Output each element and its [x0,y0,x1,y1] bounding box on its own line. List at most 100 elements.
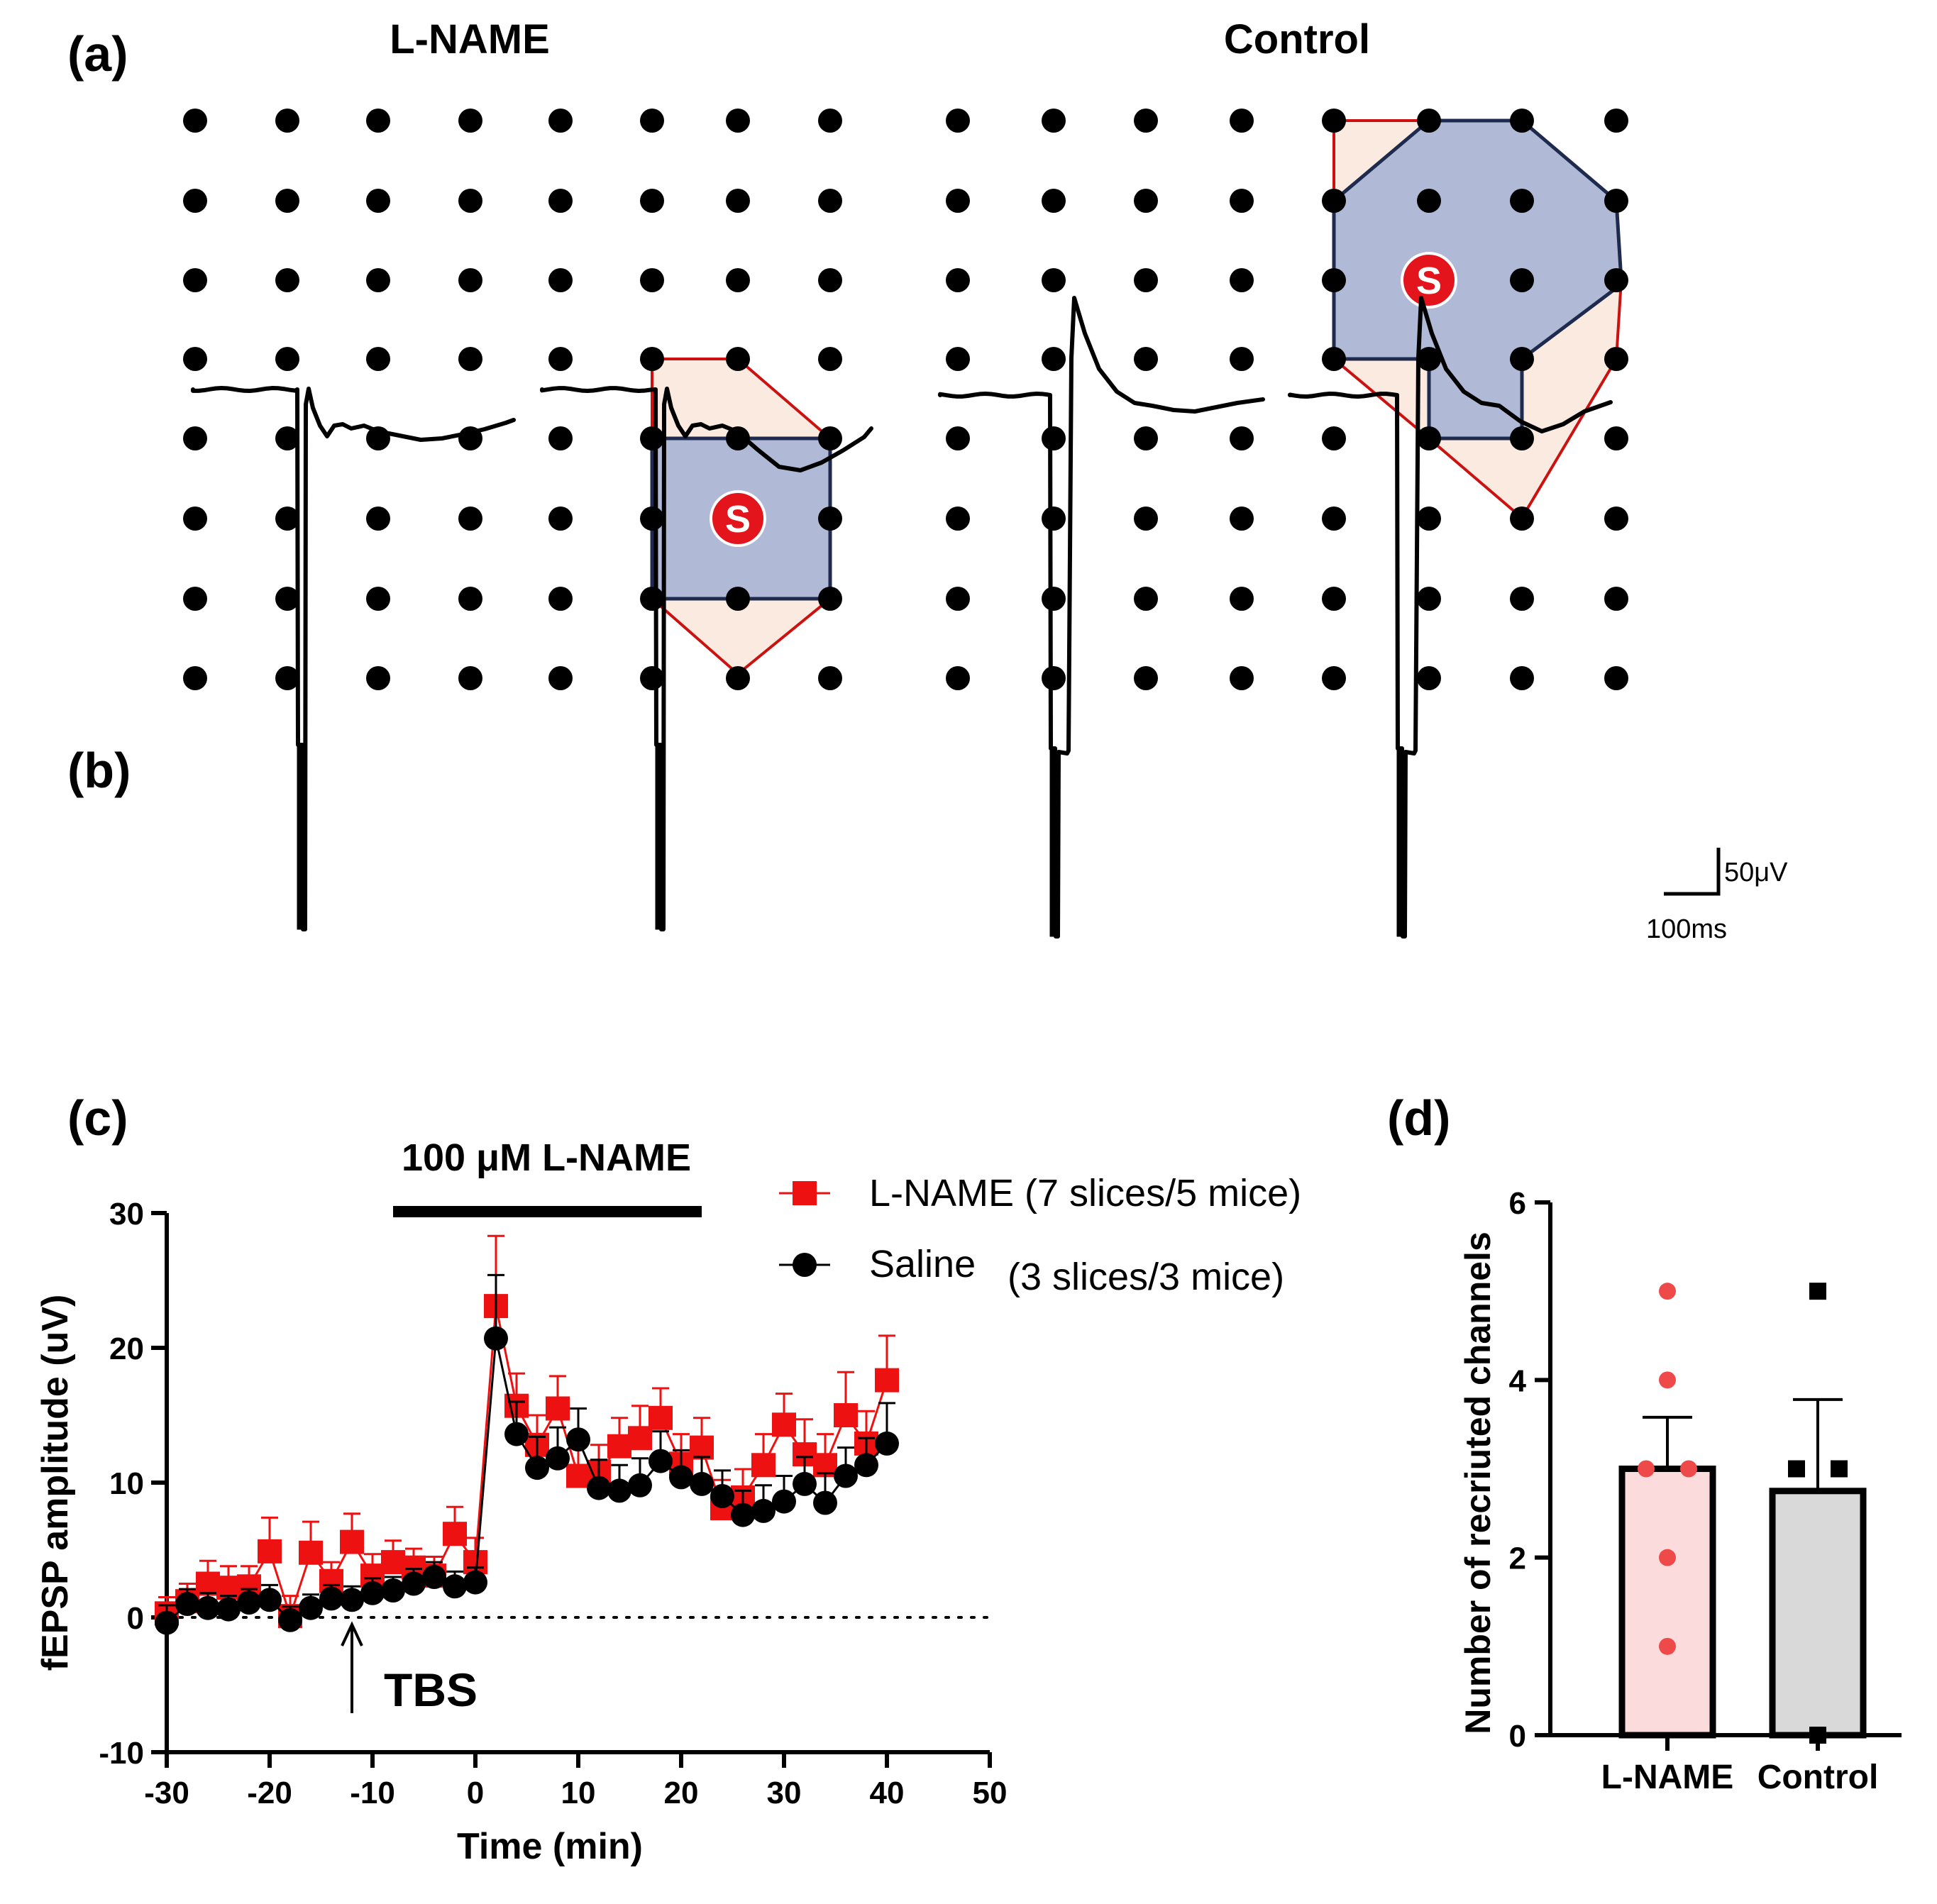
lname-electrode-dot [458,189,482,213]
control-electrode-dot [946,587,970,611]
x-tick-label: -10 [350,1776,395,1810]
y-tick-label: 0 [127,1601,144,1636]
control-electrode-dot [1230,189,1254,213]
lname-electrode-dot [458,587,482,611]
trace-lname-2 [540,386,873,931]
control-electrode-dot [1604,666,1628,690]
lname-electrode-dot [548,109,573,133]
control-electrode-dot [1230,268,1254,292]
lname-electrode-dot [183,189,207,213]
control-electrode-dot [1604,426,1628,450]
lname-electrode-dot [640,587,664,611]
x-tick-label: 30 [767,1776,802,1810]
tbs-arrow-head [341,1621,363,1646]
category-label: L-NAME [1601,1759,1734,1796]
data-point [299,1595,323,1620]
data-point [196,1595,220,1620]
control-stim-electrode: S [1401,252,1457,309]
lname-electrode-dot [726,426,750,450]
panel-label-a: (a) [67,26,128,82]
legend-label-saline: Saline [869,1243,976,1285]
x-tick-label: 20 [664,1776,699,1810]
series-line [166,1305,888,1620]
data-point [751,1498,776,1523]
lname-electrode-dot [726,587,750,611]
control-electrode-dot [1230,347,1254,371]
y-tick-label: 6 [1509,1186,1526,1221]
x-tick-label: -20 [247,1776,292,1810]
lname-electrode-dot [640,426,664,450]
lname-electrode-dot [548,268,573,292]
control-electrode-dot [1604,347,1628,371]
data-point [299,1540,323,1565]
data-point [340,1588,364,1612]
data-point [607,1434,631,1459]
control-electrode-dot [1134,189,1158,213]
control-electrode-dot [1322,347,1346,371]
y-tick-label: 10 [109,1466,144,1501]
lname-electrode-dot [183,347,207,371]
individual-point [1831,1460,1848,1478]
y-tick-label: 2 [1509,1542,1526,1576]
lname-electrode-dot [275,507,299,531]
data-point [155,1610,179,1635]
panel-label-c: (c) [67,1090,128,1146]
y-tick-label: -10 [99,1736,144,1771]
data-point [793,1471,817,1496]
control-electrode-dot [1604,189,1628,213]
data-point [690,1435,714,1460]
control-electrode-dot [1322,426,1346,450]
drug-application-bar [393,1206,702,1217]
series-line [165,1338,888,1624]
data-point [525,1456,549,1480]
lname-electrode-dot [183,587,207,611]
control-electrode-dot [1417,507,1441,531]
trace-control-1-artifact [1049,750,1058,937]
control-electrode-dot [1510,587,1534,611]
lname-electrode-dot [726,189,750,213]
y-tick-label: 4 [1509,1363,1527,1398]
lname-electrode-dot [458,666,482,690]
control-electrode-dot [1510,109,1534,133]
x-tick-label: 40 [870,1776,905,1810]
control-electrode-dot [1042,666,1066,690]
data-point [443,1522,467,1546]
lname-electrode-dot [818,426,842,450]
lname-electrode-dot [275,587,299,611]
control-electrode-dot [1042,109,1066,133]
trace-control-1 [938,296,1265,939]
y-axis-label: fEPSP amplitude (uV) [35,1295,76,1671]
data-point [258,1588,282,1612]
control-electrode-dot [1042,507,1066,531]
lname-electrode-dot [548,666,573,690]
data-point [875,1431,899,1456]
lname-electrode-dot [366,666,390,690]
control-electrode-dot [1510,507,1534,531]
control-electrode-dot [946,109,970,133]
control-electrode-dot [946,666,970,690]
control-electrode-dot [1042,426,1066,450]
control-grid-title: Control [1224,16,1370,62]
lname-electrode-dot [458,347,482,371]
lname-electrode-dot [275,109,299,133]
control-electrode-dot [946,189,970,213]
control-electrode-dot [946,507,970,531]
x-tick-label: -30 [144,1776,189,1810]
lname-grid-title: L-NAME [390,16,550,62]
control-electrode-dot [1417,189,1441,213]
control-electrode-dot [1417,347,1441,371]
control-electrode-dot [1510,666,1534,690]
control-electrode-dot [1322,109,1346,133]
y-axis-label: Number of recriuted channels [1458,1231,1498,1734]
lname-electrode-dot [640,507,664,531]
control-electrode-dot [1604,507,1628,531]
lname-electrode-dot [818,507,842,531]
lname-electrode-dot [183,507,207,531]
y-tick-label: 20 [109,1332,144,1366]
trace-lname-2-artifact [655,743,663,930]
lname-electrode-dot [726,666,750,690]
control-electrode-dot [1417,109,1441,133]
lname-electrode-dot [640,189,664,213]
control-electrode-dot [1230,426,1254,450]
control-electrode-dot [946,347,970,371]
